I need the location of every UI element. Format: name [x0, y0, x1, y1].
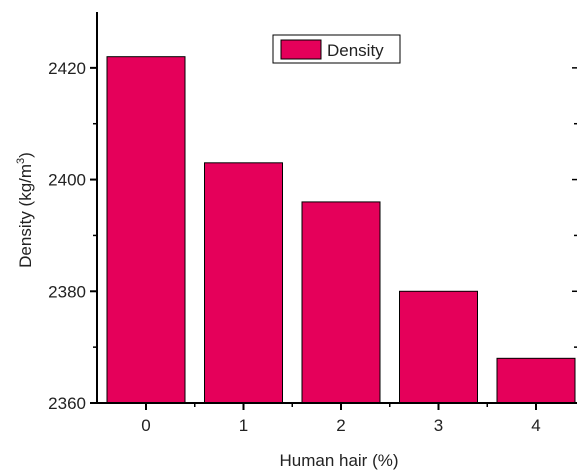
- y-tick-label-2360: 2360: [48, 394, 86, 413]
- y-tick-label-2420: 2420: [48, 59, 86, 78]
- bar-4: [496, 357, 576, 404]
- x-tick-label-1: 1: [239, 416, 248, 435]
- bar-3: [399, 290, 478, 404]
- bar-1: [204, 162, 283, 404]
- axes-group: [96, 12, 577, 404]
- y-axis-title: Density (kg/m3): [15, 152, 35, 268]
- x-tick-label-3: 3: [434, 416, 443, 435]
- legend-label-density: Density: [327, 41, 384, 60]
- x-axis-title: Human hair (%): [279, 451, 398, 470]
- bars-group: [106, 56, 576, 404]
- bar-0: [106, 56, 186, 404]
- x-tick-label-0: 0: [141, 416, 150, 435]
- y-ticks-group: 2360 2380 2400 2420: [48, 59, 577, 413]
- legend-swatch-density: [280, 39, 322, 60]
- y-tick-label-2400: 2400: [48, 171, 86, 190]
- y-axis-title-superscript: 3: [15, 158, 27, 164]
- legend: Density: [272, 34, 401, 64]
- y-tick-label-2380: 2380: [48, 282, 86, 301]
- x-tick-label-2: 2: [336, 416, 345, 435]
- bar-2: [301, 201, 381, 404]
- x-tick-label-4: 4: [531, 416, 540, 435]
- x-ticks-group: 0 1 2 3 4: [141, 403, 541, 435]
